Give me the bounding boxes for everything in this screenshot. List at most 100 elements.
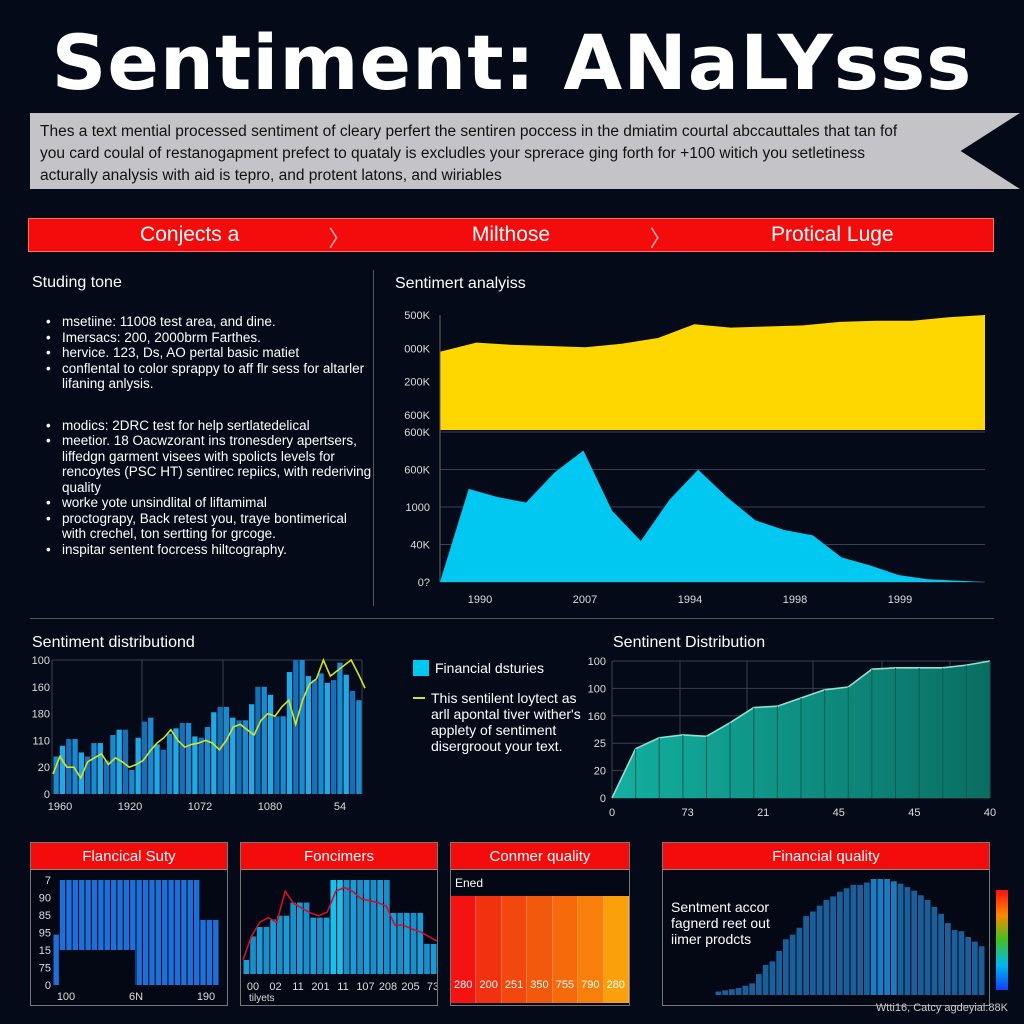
bar (286, 672, 293, 794)
heat-cell: 251 (501, 896, 528, 1003)
chart-title: Sentiment distributiond (32, 634, 195, 651)
bar (803, 916, 809, 995)
legend: Financial dsturies This sentilent loytec… (413, 660, 593, 754)
bar (168, 880, 174, 985)
bar (250, 936, 256, 974)
bar (356, 700, 362, 794)
bar (243, 959, 250, 974)
panel-financial-quality: Financial quality Sentment accor fagnerd… (662, 842, 990, 1006)
bar (85, 880, 91, 985)
y-tick-label: 7 (45, 875, 51, 887)
y-tick-label: 85 (39, 910, 51, 922)
panel-bar-line-chart: 00 02 11 201 11 107 208 205 73 tilyets (242, 880, 439, 1004)
bar (173, 728, 179, 794)
step-label: Conjects a (140, 223, 240, 246)
x-tick-label: 0 (609, 807, 615, 819)
bar (363, 880, 370, 974)
bar (290, 902, 297, 974)
legend-label: This sentilent loytect as arll apontal t… (431, 690, 581, 754)
bar (53, 756, 59, 794)
bar (951, 930, 958, 995)
bar (884, 879, 890, 995)
footer-note: Wtti16, Catcy agdeyial:88K (875, 1002, 1008, 1014)
bar (715, 991, 722, 995)
y-tick-label: 75 (39, 963, 51, 975)
sentiment-area-chart: 500K 000K 200K 600K 600K 600K 1000 40K 0? 1990 200… (404, 310, 985, 606)
bar (324, 682, 330, 794)
chart-title: Sentinent Distribution (613, 634, 766, 651)
bar (816, 905, 823, 995)
y-tick-label: 600K (404, 427, 430, 439)
bar (317, 917, 323, 974)
y-tick-label: 500K (404, 310, 430, 322)
chevron-right-icon: 〉 (328, 226, 351, 251)
bar (330, 680, 337, 794)
panel-header: Financial quality (663, 843, 989, 870)
bar (870, 879, 877, 995)
bar (305, 676, 312, 794)
bar (958, 931, 965, 995)
bar (972, 941, 978, 995)
bar (72, 880, 79, 985)
bar (297, 902, 303, 974)
y-tick-label: 0 (600, 793, 606, 805)
bar (417, 912, 424, 974)
bar (59, 880, 66, 985)
step-2[interactable]: Milthose 〉 (350, 219, 672, 251)
bar (857, 884, 863, 995)
x-tick-label: 11 (337, 981, 348, 993)
bar (323, 917, 330, 974)
bar (965, 937, 971, 995)
bar (248, 704, 255, 794)
bar (891, 881, 897, 995)
bar (749, 983, 755, 995)
bar (223, 706, 230, 794)
x-tick-label: 11 (292, 981, 303, 993)
bullet-item: inspitar sentent focrcess hiltcography. (46, 542, 372, 558)
bar (200, 919, 206, 985)
y-tick-label: 20 (38, 762, 50, 774)
bar (337, 662, 343, 794)
step-label: Milthose (471, 223, 551, 246)
bar (722, 990, 728, 995)
bar (85, 756, 91, 794)
bar (789, 934, 796, 995)
bar (911, 890, 917, 995)
y-tick-label: 1000 (406, 502, 430, 514)
bar (397, 912, 404, 974)
bar (299, 660, 305, 794)
bar (310, 917, 317, 974)
bar (236, 720, 242, 794)
y-tick-label: 100 (588, 683, 606, 695)
bar (904, 887, 911, 995)
x-axis-label: tilyets (249, 993, 275, 1004)
y-tick-label: 180 (32, 709, 50, 721)
x-tick-label: 201 (311, 981, 329, 993)
step-3[interactable]: Protical Luge (672, 219, 993, 251)
heat-cell: 755 (552, 896, 579, 1003)
heat-label: Ened (455, 876, 484, 890)
bar (293, 660, 299, 794)
bar (192, 736, 198, 794)
x-tick-label: 1998 (783, 594, 807, 606)
step-1[interactable]: Conjects a 〉 (29, 219, 350, 251)
bar (98, 880, 104, 985)
intro-text: Thes a text mential processed sentiment … (40, 123, 898, 184)
bar (343, 674, 349, 794)
x-tick-label: 00 (247, 981, 259, 993)
bar (242, 720, 248, 794)
panel-annotation: Sentment accor fagnerd reet out iimer pr… (671, 899, 770, 947)
bar (142, 880, 149, 985)
x-tick-label: 1960 (48, 801, 72, 813)
heat-strip: 280 200 251 350 755 790 280 (451, 896, 629, 1003)
bar (66, 880, 72, 985)
bar (404, 912, 410, 974)
sentiment-line (242, 886, 438, 961)
chevron-right-icon: 〉 (649, 226, 672, 251)
bar (213, 919, 219, 985)
y-tick-label: 25 (594, 738, 606, 750)
bar (148, 717, 154, 794)
bar (181, 880, 187, 985)
bar (877, 879, 884, 995)
